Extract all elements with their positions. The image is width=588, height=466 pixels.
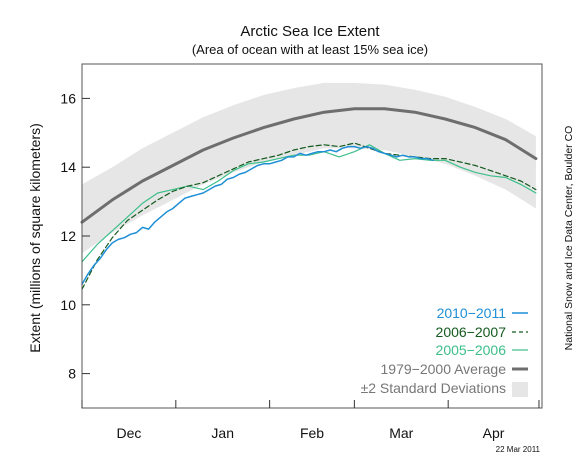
y-tick-label: 16 xyxy=(60,90,76,106)
y-axis-label: Extent (millions of square kilometers) xyxy=(27,123,43,353)
series-line-2 xyxy=(81,144,537,263)
x-axis: Dec Jan Feb Mar Apr xyxy=(81,400,540,441)
legend-label-0: 2010−2011 xyxy=(437,305,507,321)
series-line-0 xyxy=(81,145,434,285)
y-tick-label: 10 xyxy=(60,297,76,313)
y-tick-label: 14 xyxy=(60,159,76,175)
chart-title: Arctic Sea Ice Extent xyxy=(240,23,380,40)
legend-label-2: 2005−2006 xyxy=(436,342,507,358)
series-line-1 xyxy=(81,142,537,290)
x-tick-label: Mar xyxy=(389,425,413,441)
legend: 2010−2011 2006−2007 2005−2006 1979−2000 Ave… xyxy=(361,305,528,397)
y-tick-label: 8 xyxy=(68,366,76,382)
legend-swatch-4 xyxy=(512,382,528,397)
y-tick-label: 12 xyxy=(60,228,76,244)
std-dev-band xyxy=(82,82,536,254)
x-tick-label: Apr xyxy=(483,425,505,441)
credit-text: National Snow and Ice Data Center, Bould… xyxy=(563,126,575,351)
series-line-3 xyxy=(80,107,538,224)
chart-subtitle: (Area of ocean with at least 15% sea ice… xyxy=(192,42,428,57)
plot-area: 8 10 12 14 16 Dec Jan Feb Mar Apr xyxy=(60,63,543,441)
legend-label-1: 2006−2007 xyxy=(436,324,507,340)
legend-label-4: ±2 Standard Deviations xyxy=(361,380,506,396)
date-stamp: 22 Mar 2011 xyxy=(496,445,541,454)
x-tick-label: Dec xyxy=(116,425,141,441)
x-tick-label: Jan xyxy=(211,425,234,441)
x-tick-label: Feb xyxy=(300,425,324,441)
legend-label-3: 1979−2000 Average xyxy=(381,361,507,377)
y-axis: 8 10 12 14 16 xyxy=(60,90,90,382)
